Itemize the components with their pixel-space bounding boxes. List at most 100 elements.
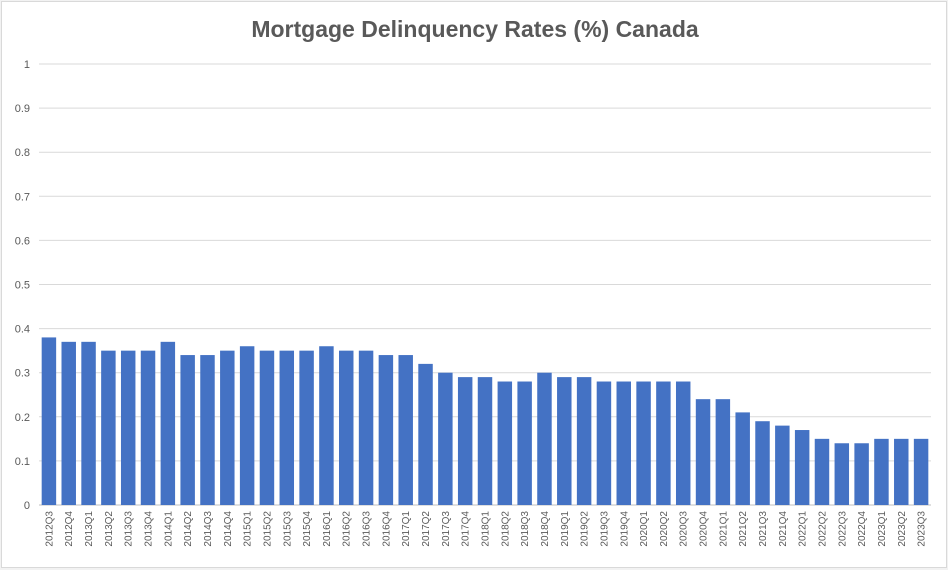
y-tick-label: 0 bbox=[24, 500, 30, 512]
y-tick-label: 0.2 bbox=[15, 412, 30, 424]
x-tick-label: 2017Q4 bbox=[461, 511, 472, 547]
x-tick-label: 2018Q2 bbox=[500, 511, 511, 547]
bar bbox=[41, 337, 57, 505]
bar bbox=[894, 438, 909, 505]
x-tick-label: 2014Q2 bbox=[183, 511, 194, 547]
bar bbox=[735, 412, 750, 505]
bar bbox=[814, 438, 830, 505]
x-tick-label: 2016Q4 bbox=[381, 511, 392, 547]
bar bbox=[854, 443, 869, 505]
bar bbox=[180, 355, 195, 505]
bar bbox=[160, 341, 176, 505]
bar bbox=[497, 381, 513, 505]
x-tick-label: 2019Q1 bbox=[560, 511, 571, 547]
x-tick-label: 2015Q3 bbox=[282, 511, 293, 547]
x-tick-label: 2023Q2 bbox=[897, 511, 908, 547]
y-tick-label: 0.5 bbox=[15, 280, 30, 292]
x-tick-label: 2017Q1 bbox=[401, 511, 412, 547]
bar bbox=[418, 363, 433, 505]
bar bbox=[140, 350, 156, 505]
chart-title: Mortgage Delinquency Rates (%) Canada bbox=[251, 16, 699, 42]
x-tick-label: 2020Q3 bbox=[679, 511, 690, 547]
x-tick-label: 2019Q3 bbox=[599, 511, 610, 547]
bar bbox=[695, 399, 711, 505]
x-tick-label: 2021Q2 bbox=[738, 511, 749, 547]
bar bbox=[299, 350, 314, 505]
x-tick-label: 2015Q1 bbox=[243, 511, 254, 547]
x-tick-label: 2021Q3 bbox=[758, 511, 769, 547]
bar bbox=[834, 443, 850, 505]
x-tick-label: 2013Q3 bbox=[124, 511, 135, 547]
y-tick-label: 0.6 bbox=[15, 235, 30, 247]
bar bbox=[636, 381, 651, 505]
x-tick-label: 2020Q1 bbox=[639, 511, 650, 547]
x-tick-label: 2019Q4 bbox=[619, 511, 630, 547]
x-tick-label: 2021Q4 bbox=[778, 511, 789, 547]
x-tick-label: 2016Q3 bbox=[362, 511, 373, 547]
bar bbox=[715, 399, 731, 505]
x-tick-label: 2020Q2 bbox=[659, 511, 670, 547]
bar bbox=[457, 377, 473, 505]
x-tick-label: 2013Q2 bbox=[104, 511, 115, 547]
x-tick-label: 2012Q3 bbox=[44, 511, 55, 547]
x-tick-label: 2018Q4 bbox=[540, 511, 551, 547]
x-tick-label: 2015Q2 bbox=[262, 511, 273, 547]
bar bbox=[81, 341, 96, 505]
x-tick-label: 2018Q1 bbox=[481, 511, 492, 547]
bar bbox=[101, 350, 116, 505]
bar bbox=[517, 381, 532, 505]
bar bbox=[537, 372, 552, 505]
bar bbox=[557, 377, 572, 505]
bar bbox=[120, 350, 136, 505]
x-tick-label: 2013Q1 bbox=[84, 511, 95, 547]
x-tick-label: 2021Q1 bbox=[718, 511, 729, 547]
bar bbox=[477, 377, 493, 505]
bar bbox=[339, 350, 354, 505]
bar bbox=[794, 430, 810, 505]
x-tick-label: 2023Q1 bbox=[877, 511, 888, 547]
y-tick-label: 1 bbox=[24, 59, 30, 71]
x-tick-label: 2014Q1 bbox=[163, 511, 174, 547]
x-tick-label: 2014Q4 bbox=[223, 511, 234, 547]
x-tick-label: 2017Q2 bbox=[421, 511, 432, 547]
x-tick-label: 2018Q3 bbox=[520, 511, 531, 547]
x-tick-label: 2015Q4 bbox=[302, 511, 313, 547]
x-tick-label: 2014Q3 bbox=[203, 511, 214, 547]
bar bbox=[220, 350, 235, 505]
bar bbox=[775, 425, 790, 505]
x-tick-label: 2017Q3 bbox=[441, 511, 452, 547]
bar bbox=[239, 346, 255, 505]
bar bbox=[576, 377, 592, 505]
y-tick-label: 0.1 bbox=[15, 456, 30, 468]
bar bbox=[200, 355, 215, 505]
y-tick-label: 0.9 bbox=[15, 103, 30, 115]
bar bbox=[675, 381, 691, 505]
x-tick-label: 2022Q2 bbox=[817, 511, 828, 547]
bar bbox=[279, 350, 295, 505]
bar bbox=[438, 372, 453, 505]
y-tick-label: 0.7 bbox=[15, 191, 30, 203]
bar bbox=[319, 346, 334, 505]
x-tick-label: 2020Q4 bbox=[699, 511, 710, 547]
x-tick-label: 2022Q1 bbox=[798, 511, 809, 547]
bar bbox=[378, 355, 394, 505]
bar bbox=[259, 350, 275, 505]
x-tick-label: 2022Q3 bbox=[837, 511, 848, 547]
x-tick-label: 2022Q4 bbox=[857, 511, 868, 547]
bar bbox=[755, 421, 770, 505]
x-tick-label: 2016Q1 bbox=[322, 511, 333, 547]
bar bbox=[616, 381, 631, 505]
x-tick-label: 2016Q2 bbox=[342, 511, 353, 547]
bar bbox=[874, 438, 889, 505]
x-tick-label: 2023Q3 bbox=[917, 511, 928, 547]
bar bbox=[61, 341, 76, 505]
x-tick-label: 2019Q2 bbox=[580, 511, 591, 547]
bar bbox=[398, 355, 413, 505]
y-tick-label: 0.3 bbox=[15, 368, 30, 380]
bar bbox=[358, 350, 374, 505]
bar bbox=[596, 381, 612, 505]
y-tick-label: 0.8 bbox=[15, 147, 30, 159]
x-tick-label: 2013Q4 bbox=[144, 511, 155, 547]
